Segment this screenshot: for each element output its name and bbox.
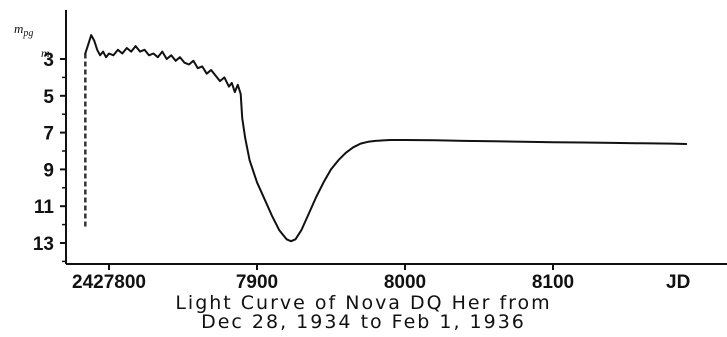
y-unit-superscript: m <box>41 46 50 60</box>
y-axis-label: mpg <box>14 21 33 39</box>
x-axis-label: JD <box>666 272 690 293</box>
y-tick-label: 9 <box>43 160 54 181</box>
x-tick-label: 8100 <box>532 272 574 293</box>
x-tick-label: 2427800 <box>72 272 146 293</box>
chart-caption-line-2: Dec 28, 1934 to Feb 1, 1936 <box>201 311 526 333</box>
y-tick-label: 3 <box>43 50 54 71</box>
y-tick-label: 7 <box>43 124 54 145</box>
curves <box>84 34 688 243</box>
y-tick-label: 5 <box>43 87 54 108</box>
chart-caption-line-1: Light Curve of Nova DQ Her from <box>175 292 552 314</box>
ticks: 3 5 7 9 11 13 2427800 7900 8000 8100 <box>33 50 574 293</box>
x-tick-label: 8000 <box>384 272 426 293</box>
light-curve-line <box>84 34 688 243</box>
y-tick-label: 11 <box>34 197 55 218</box>
x-tick-label: 7900 <box>236 272 278 293</box>
y-tick-label: 13 <box>33 234 54 255</box>
axes <box>65 10 727 265</box>
